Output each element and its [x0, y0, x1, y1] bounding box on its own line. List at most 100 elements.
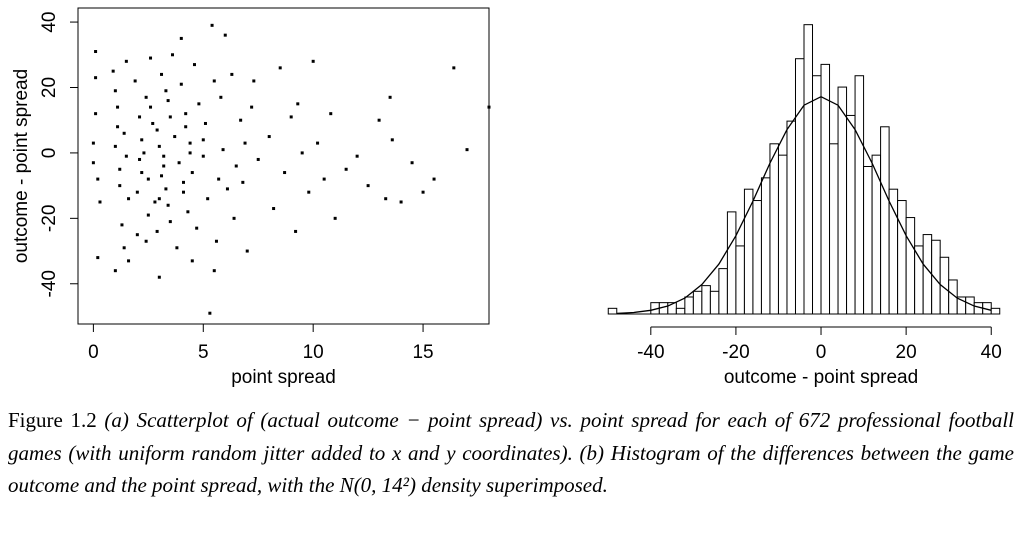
point: [162, 154, 166, 158]
bar: [701, 285, 711, 315]
point: [186, 210, 190, 214]
x-tick-label: 5: [198, 342, 209, 363]
point: [212, 269, 216, 273]
point: [127, 259, 131, 263]
x-tick-label: 20: [896, 342, 917, 363]
bar: [820, 63, 831, 315]
point: [188, 141, 192, 145]
point: [296, 102, 300, 106]
y-tick-label: 0: [39, 148, 60, 159]
y-axis-label: outcome - point spread: [11, 69, 32, 263]
point: [181, 190, 185, 194]
figure: 0 5 10 15 -40 -20 0 20 40 point spread outcome - p…: [11, 7, 1002, 388]
point: [166, 99, 170, 103]
point: [175, 246, 179, 250]
point: [118, 184, 122, 188]
point: [149, 56, 153, 60]
point: [179, 82, 183, 86]
point: [133, 79, 137, 83]
x-tick-label: 0: [88, 342, 99, 363]
point: [234, 164, 238, 168]
x-tick-label: 40: [981, 342, 1002, 363]
point: [197, 102, 201, 106]
point: [124, 59, 128, 63]
caption: Figure 1.2 (a) Scatterplot of (actual ou…: [8, 404, 1014, 502]
point: [96, 177, 100, 181]
point: [124, 154, 128, 158]
point: [221, 148, 225, 152]
bar: [684, 296, 694, 315]
bar: [880, 126, 890, 315]
bar: [803, 24, 814, 315]
point: [294, 229, 298, 233]
figure-label: Figure 1.2: [8, 408, 97, 432]
bar: [897, 200, 907, 315]
point: [157, 275, 161, 279]
bar: [726, 211, 737, 315]
point: [144, 239, 148, 243]
point: [188, 151, 192, 155]
point: [116, 125, 120, 129]
point: [300, 151, 304, 155]
point: [384, 197, 388, 201]
point: [239, 118, 243, 122]
point: [307, 190, 311, 194]
bar: [777, 154, 788, 315]
point: [120, 223, 124, 227]
point: [465, 148, 469, 152]
point: [377, 118, 381, 122]
caption-text: (a) Scatterplot of (actual outcome − poi…: [8, 408, 1015, 497]
point: [333, 216, 337, 220]
density-curve: [616, 95, 992, 315]
point: [344, 167, 348, 171]
bar: [990, 307, 1001, 315]
point: [329, 112, 333, 116]
point: [223, 33, 227, 37]
point: [210, 23, 214, 27]
bar: [718, 268, 728, 315]
point: [432, 177, 436, 181]
point: [138, 157, 142, 161]
point: [355, 154, 359, 158]
point: [140, 171, 144, 175]
point: [111, 69, 115, 73]
point: [113, 89, 117, 93]
x-tick-label: -40: [637, 342, 664, 363]
point: [487, 105, 491, 109]
point: [157, 144, 161, 148]
point: [322, 177, 326, 181]
point: [179, 36, 183, 40]
point: [252, 79, 256, 83]
point: [232, 216, 236, 220]
bar: [863, 166, 873, 315]
point: [127, 197, 131, 201]
bar: [760, 177, 771, 315]
point: [142, 151, 146, 155]
point: [164, 187, 168, 191]
point: [452, 66, 456, 70]
point: [149, 105, 153, 109]
point: [278, 66, 282, 70]
point: [214, 239, 218, 243]
point: [283, 171, 287, 175]
point: [135, 233, 139, 237]
y-tick-label: -20: [39, 205, 60, 232]
point: [91, 141, 95, 145]
point: [122, 131, 126, 135]
x-tick-label: 0: [816, 342, 827, 363]
x-axis-label: outcome - point spread: [724, 367, 918, 388]
point: [250, 105, 254, 109]
point: [316, 141, 320, 145]
point: [116, 105, 120, 109]
bar: [794, 58, 805, 315]
point: [399, 200, 403, 204]
point: [157, 197, 161, 201]
point: [230, 72, 234, 76]
point: [144, 95, 148, 99]
x-tick-label: 10: [303, 342, 324, 363]
bar: [743, 188, 754, 315]
y-tick-label: -40: [39, 270, 60, 297]
point: [267, 135, 271, 139]
bar: [931, 239, 941, 315]
point: [289, 115, 293, 119]
